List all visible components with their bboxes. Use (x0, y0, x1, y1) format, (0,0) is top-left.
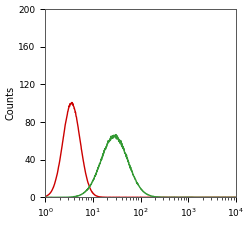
Y-axis label: Counts: Counts (6, 86, 16, 120)
